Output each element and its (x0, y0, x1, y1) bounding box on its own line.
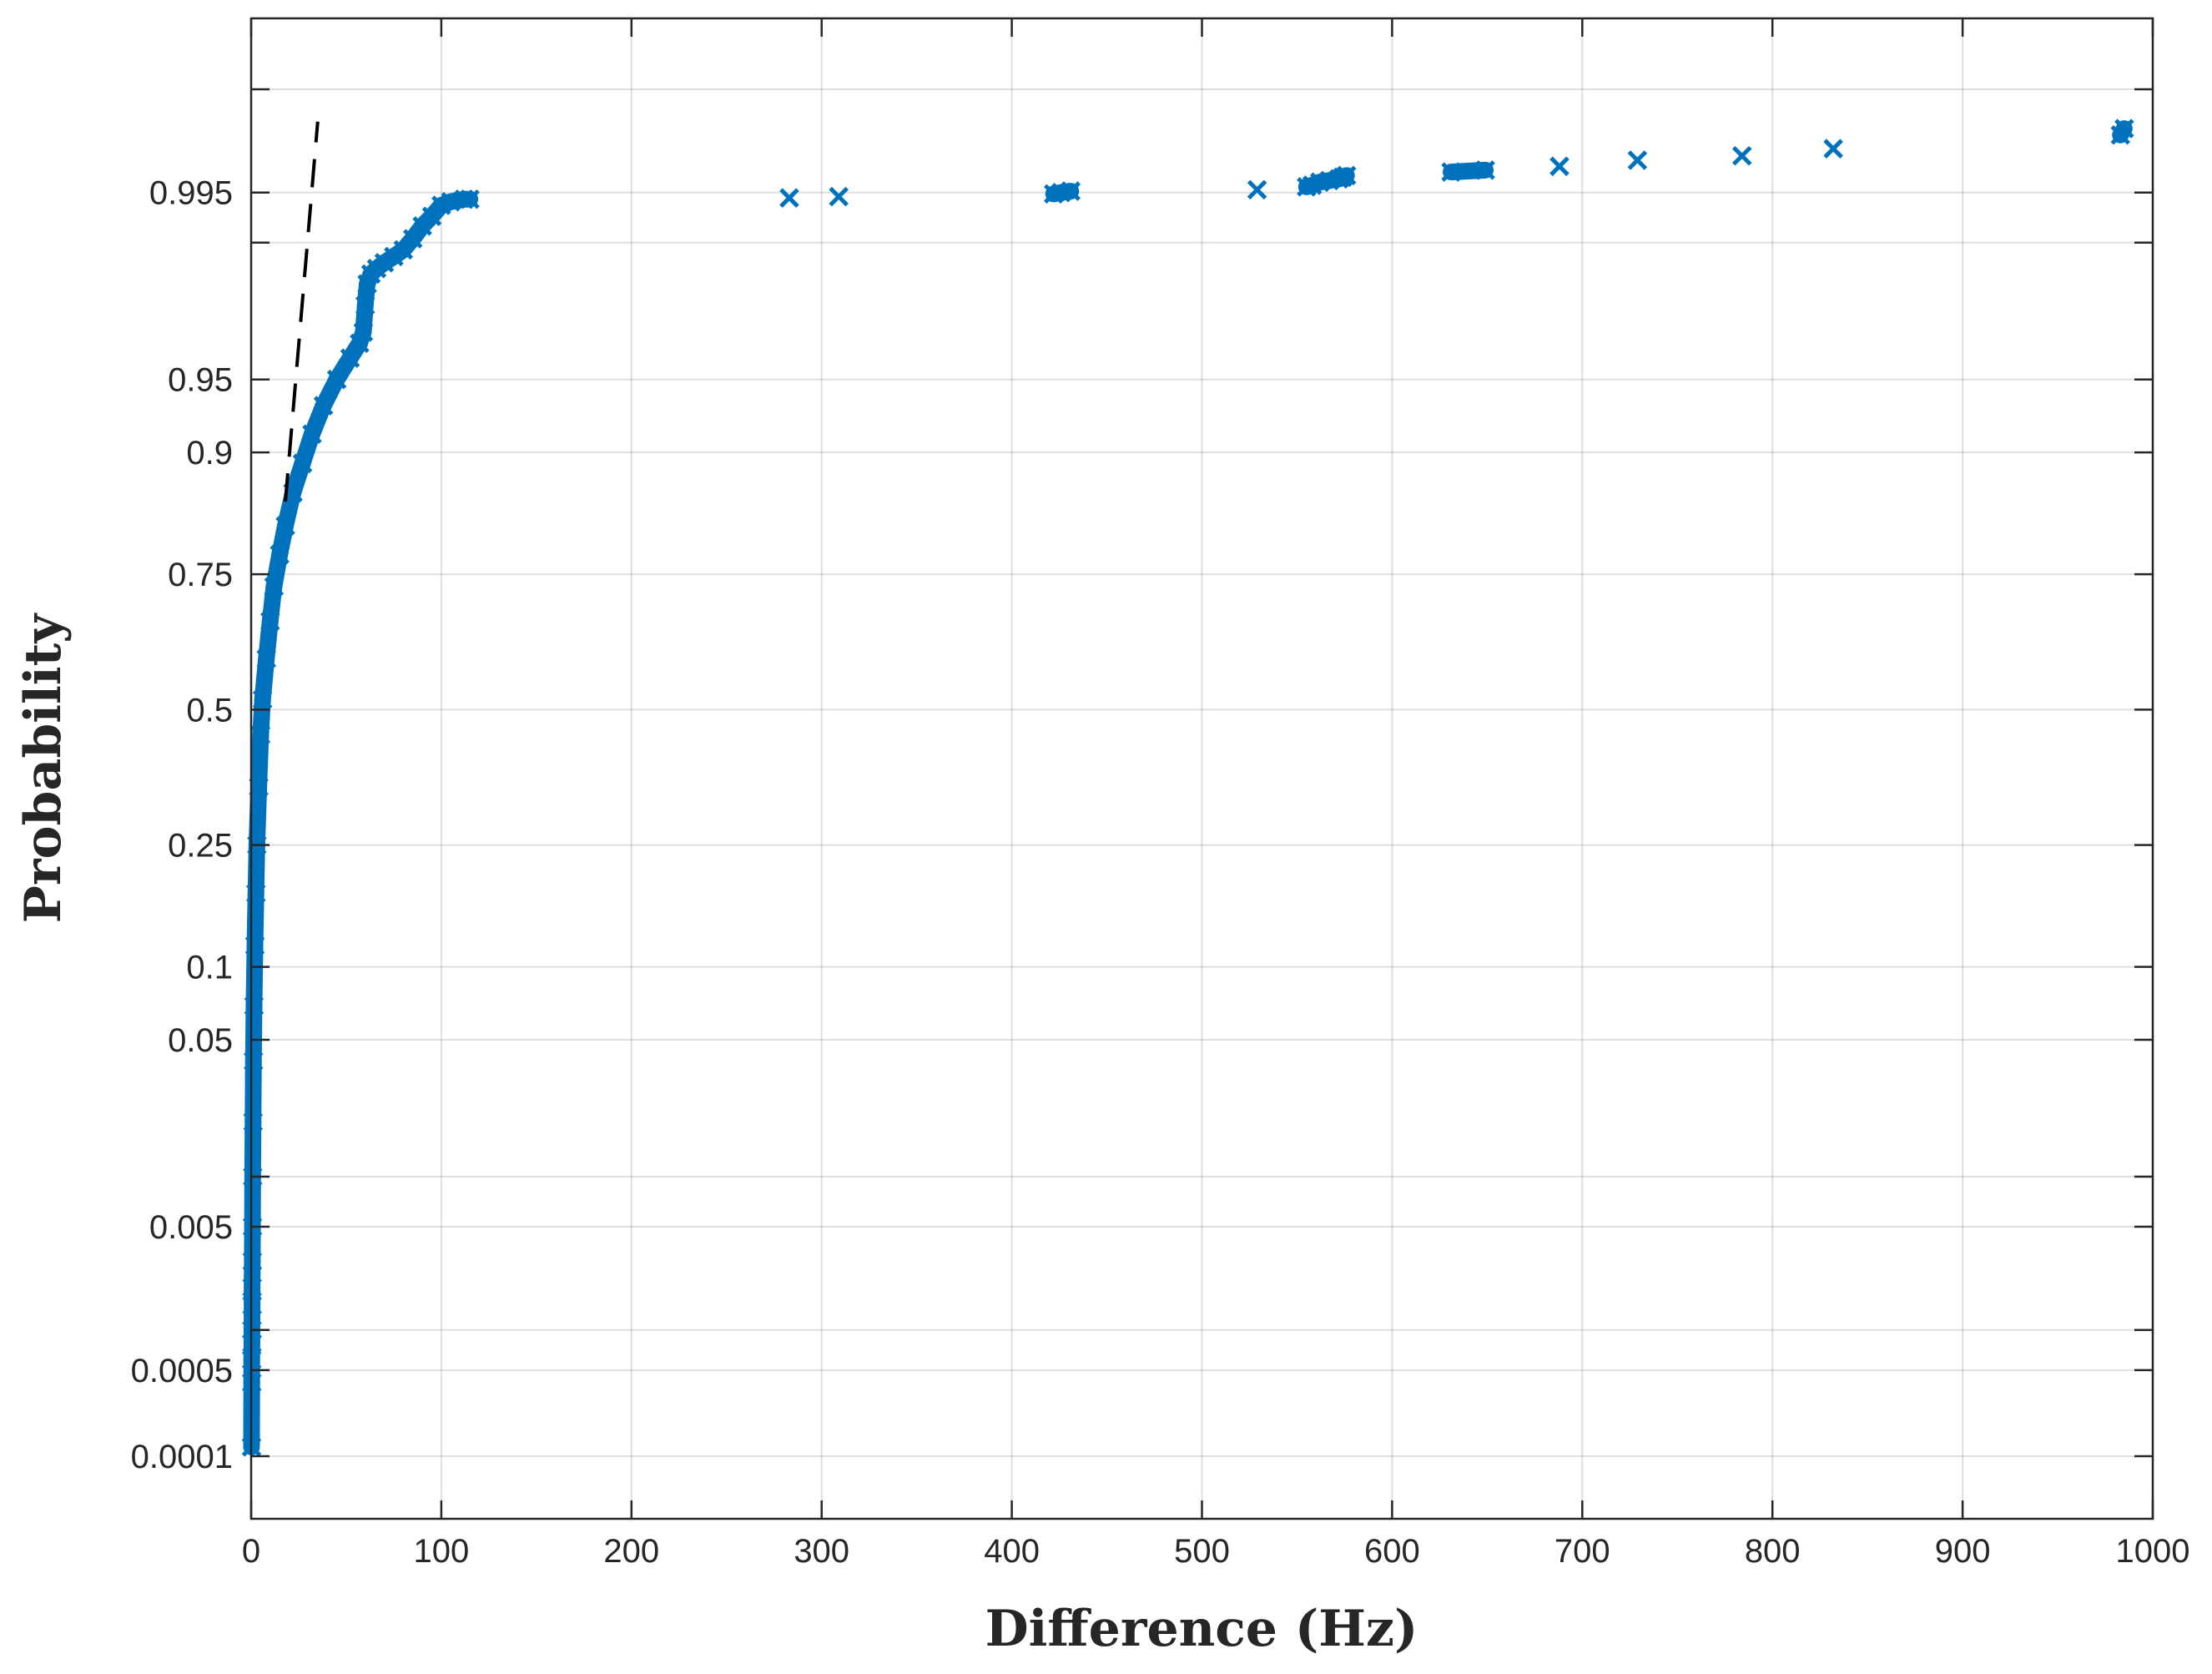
x-tick-label: 400 (984, 1533, 1040, 1570)
data-band-segment (250, 726, 270, 796)
data-point-stroke (1247, 179, 1267, 200)
data-point-stroke (2114, 118, 2134, 139)
data-point (779, 188, 799, 208)
y-tick-label: 0.005 (149, 1209, 233, 1246)
data-band-segment (246, 885, 265, 955)
x-axis-title: Difference (Hz) (985, 1600, 1418, 1658)
data-point-stroke (1475, 160, 1495, 180)
y-tick-label: 0.1 (186, 950, 233, 986)
x-tick-label: 300 (794, 1533, 849, 1570)
x-tick-label: 500 (1174, 1533, 1230, 1570)
grid (251, 18, 2153, 1519)
data-point (1061, 181, 1081, 201)
data-point (460, 189, 480, 209)
y-tick-label: 0.75 (168, 557, 233, 593)
data-point-stroke (1731, 145, 1752, 166)
data-point-stroke (829, 186, 849, 207)
x-tick-label: 200 (603, 1533, 659, 1570)
data-point (1549, 156, 1570, 177)
y-tick-label: 0.9 (186, 435, 233, 471)
data-point (1823, 139, 1843, 159)
x-tick-label: 1000 (2116, 1533, 2190, 1570)
data-point-stroke (1627, 150, 1648, 170)
data-band-segment (1443, 161, 1494, 181)
data-point (1627, 150, 1648, 170)
y-tick-label: 0.995 (149, 175, 233, 212)
x-tick-label: 0 (242, 1533, 260, 1570)
reference-line (284, 121, 320, 502)
data-point-stroke (1336, 165, 1357, 186)
data-point-stroke (460, 189, 480, 209)
data-point-stroke (1823, 139, 1843, 159)
x-tick-label: 900 (1935, 1533, 1991, 1570)
x-tick-label: 100 (414, 1533, 470, 1570)
x-tick-label: 600 (1364, 1533, 1420, 1570)
y-tick-label: 0.05 (168, 1022, 233, 1059)
y-tick-label: 0.25 (168, 828, 233, 865)
y-tick-label: 0.0005 (131, 1353, 233, 1389)
data-point (2114, 118, 2134, 139)
x-tick-label: 800 (1745, 1533, 1801, 1570)
y-tick-label: 0.0001 (131, 1439, 233, 1475)
data-point (1247, 179, 1267, 200)
y-tick-label: 0.5 (186, 692, 233, 729)
data-point (1475, 160, 1495, 180)
data-point (1731, 145, 1752, 166)
data-point-stroke (1549, 156, 1570, 177)
data-point-stroke (1061, 181, 1081, 201)
data-band-segment (248, 779, 268, 854)
data-point (829, 186, 849, 207)
y-tick-label: 0.95 (168, 362, 233, 399)
y-axis-title: Probability (14, 613, 73, 924)
axis-ticks: 0 100 200 300 400 500 600 700 800 900 1000 0.0001 0.… (131, 18, 2190, 1570)
plot-background (251, 18, 2153, 1519)
data-point-stroke (779, 188, 799, 208)
x-tick-label: 700 (1554, 1533, 1610, 1570)
data-point (1336, 165, 1357, 186)
